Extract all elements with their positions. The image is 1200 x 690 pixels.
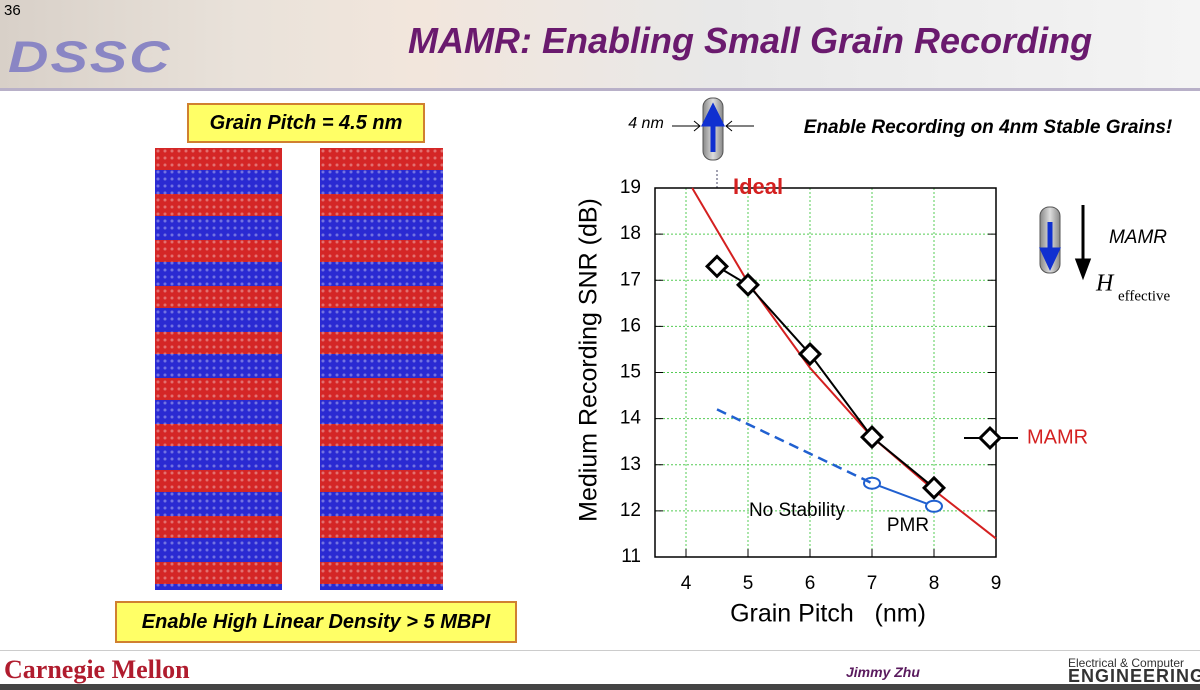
x-tick-label: 9 — [991, 573, 1002, 594]
x-axis-label: Grain Pitch (nm) — [730, 600, 926, 628]
marker — [925, 499, 943, 513]
marker — [704, 254, 730, 279]
callout-box: Enable High Linear Density > 5 MBPI — [115, 601, 517, 643]
plot-border — [654, 187, 997, 558]
annotation: MAMR — [1109, 227, 1167, 248]
y-tick-label: 13 — [620, 454, 641, 475]
y-tick-label: 17 — [620, 269, 641, 290]
marker — [797, 342, 823, 367]
slide-title: MAMR: Enabling Small Grain Recording — [408, 20, 1093, 61]
footer-bar — [0, 684, 1200, 690]
series-label: Ideal — [733, 174, 783, 199]
y-tick-label: 12 — [620, 500, 641, 521]
legend-label: MAMR — [1027, 426, 1088, 448]
x-tick-label: 8 — [929, 573, 940, 594]
slide-number: 36 — [4, 2, 21, 19]
y-tick-label: 18 — [620, 223, 641, 244]
annotation: effective — [1118, 288, 1171, 304]
series-line — [871, 482, 935, 508]
footer-rule — [0, 650, 1200, 651]
magnet-arrow — [700, 102, 726, 152]
footer-logo: Carnegie Mellon — [4, 655, 190, 684]
series-line — [691, 187, 997, 540]
y-tick-label: 15 — [620, 362, 641, 383]
marker — [735, 272, 761, 297]
header-rule — [0, 88, 1200, 91]
callout-box: Grain Pitch = 4.5 nm — [187, 103, 425, 143]
annotation: 4 nm — [628, 115, 664, 132]
series-line — [716, 408, 873, 485]
grain-image — [155, 148, 282, 590]
annotation: No Stability — [749, 500, 846, 521]
field-arrow — [1074, 205, 1092, 281]
x-tick-label: 4 — [681, 573, 692, 594]
magnet-arrow — [1039, 222, 1061, 271]
department: ENGINEERING — [1068, 666, 1200, 686]
y-tick-label: 16 — [620, 315, 641, 336]
logo: DSSC — [8, 31, 172, 82]
series-label: PMR — [887, 515, 929, 536]
y-axis-label: Medium Recording SNR (dB) — [575, 198, 603, 522]
y-tick-label: 11 — [621, 546, 641, 567]
department: Electrical & Computer — [1068, 656, 1185, 670]
x-tick-label: 7 — [867, 573, 878, 594]
grain-image — [320, 148, 443, 590]
y-tick-label: 14 — [620, 408, 642, 429]
marker — [859, 425, 885, 450]
annotation: H — [1095, 271, 1115, 297]
y-tick-label: 19 — [620, 177, 641, 198]
legend-marker — [977, 425, 1003, 451]
x-tick-label: 6 — [805, 573, 816, 594]
annotation: Enable Recording on 4nm Stable Grains! — [804, 117, 1172, 138]
width-arrows — [672, 120, 754, 132]
author: Jimmy Zhu — [846, 664, 920, 680]
x-tick-label: 5 — [743, 573, 754, 594]
header — [0, 0, 1200, 88]
marker — [921, 475, 947, 500]
